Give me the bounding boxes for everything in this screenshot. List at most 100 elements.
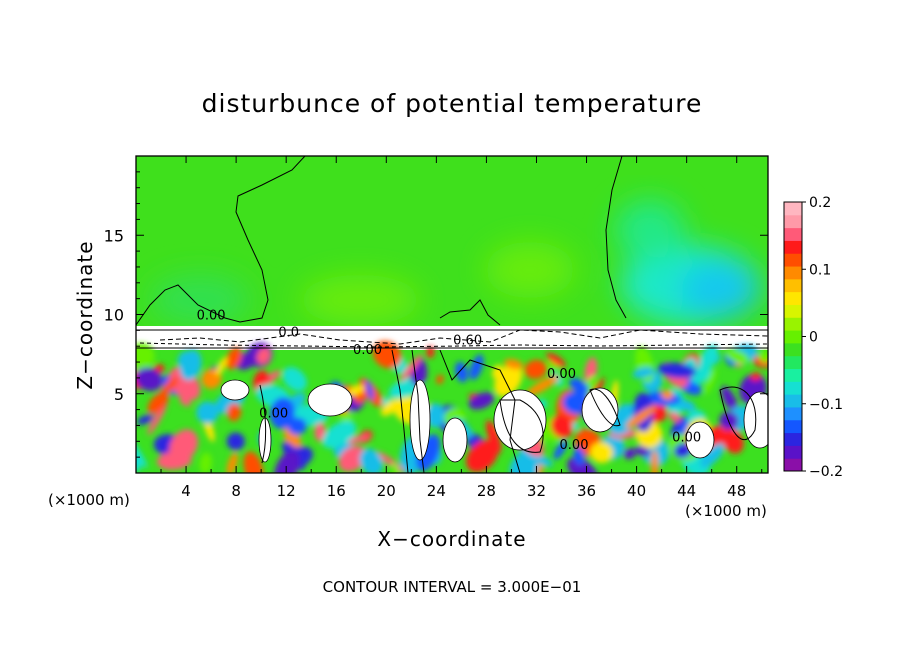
x-tick-label: 40 — [627, 482, 646, 500]
turbulence-blob — [466, 440, 499, 473]
turbulence-blob — [657, 362, 697, 379]
turbulence-blob — [468, 392, 495, 410]
colorbar-tick-label: −0.2 — [809, 464, 843, 480]
turbulence-blob — [469, 354, 484, 380]
white-core — [493, 389, 547, 451]
white-core — [685, 421, 715, 459]
x-tick-label: 16 — [327, 482, 346, 500]
x-axis-label: X−coordinate — [377, 527, 526, 551]
colorbar-segment — [784, 304, 802, 318]
turbulence-blob — [725, 349, 750, 364]
x-axis: 4 8 12 16 20 24 28 32 36 40 44 48 — [160, 156, 763, 500]
white-core — [307, 383, 353, 417]
colorbar-segment — [784, 253, 802, 267]
turbulence-blob — [632, 367, 655, 379]
turbulence-blob — [750, 372, 762, 381]
turbulence-blob — [504, 358, 524, 370]
colorbar-segment — [784, 214, 802, 229]
x-tick-label: 44 — [677, 482, 696, 500]
x-tick-label: 28 — [477, 482, 496, 500]
colorbar-segment — [784, 240, 802, 254]
colorbar-tick-label: 0 — [809, 330, 818, 346]
colorbar-segment — [784, 381, 802, 395]
turbulence-blob — [569, 378, 589, 395]
turbulence-blob — [177, 351, 201, 377]
turbulence-blob — [525, 375, 559, 397]
y-axis-label: Z−coordinate — [73, 240, 97, 389]
turbulence-blob — [721, 386, 739, 414]
turbulence-blob — [226, 432, 245, 451]
turbulence-blob — [196, 401, 219, 424]
turbulence-blob — [314, 422, 326, 442]
turbulence-blob — [136, 437, 148, 469]
x-tick-label: 12 — [277, 482, 296, 500]
turbulence-blob — [136, 414, 154, 425]
y-tick-label: 10 — [104, 306, 124, 325]
turbulence-blob — [550, 414, 573, 439]
turbulence-blob — [700, 443, 725, 468]
white-core — [409, 379, 431, 461]
plot-area: 0.00 0.0 0.00 0.60 0.00 0.00 0.00 0.00 — [136, 156, 768, 473]
contour-label: 0.00 — [259, 407, 288, 422]
turbulence-blob — [199, 452, 212, 473]
turbulence-blob — [156, 451, 192, 470]
colorbar-segment — [784, 227, 802, 241]
contour-label: 0.60 — [453, 334, 482, 349]
turbulence-blob — [380, 398, 402, 416]
white-core — [220, 379, 250, 401]
colorbar-tick-label: 0.2 — [809, 195, 831, 211]
turbulence-blob — [147, 402, 168, 436]
turbulence-blob — [567, 456, 598, 473]
turbulence-blob — [338, 445, 367, 472]
turbulence-blob — [485, 420, 502, 454]
colorbar-segment — [784, 317, 802, 331]
turbulence-blob — [704, 368, 717, 395]
contour-label: 0.00 — [353, 343, 382, 358]
x-tick-label: 8 — [231, 482, 241, 500]
turbulence-blob — [256, 347, 271, 365]
colorbar-segment — [784, 330, 802, 344]
turbulence-blob — [651, 449, 659, 473]
chart-title: disturbunce of potential temperature — [202, 89, 703, 118]
colorbar-tick-label: −0.1 — [809, 397, 843, 413]
turbulence-blob — [546, 353, 566, 368]
x-tick-label: 20 — [377, 482, 396, 500]
turbulence-blob — [227, 403, 242, 422]
contour-label: 0.00 — [560, 438, 589, 453]
colorbar-segment — [784, 394, 802, 408]
y-tick-label: 15 — [104, 226, 124, 245]
turbulence-blob — [425, 403, 445, 428]
y-axis: 5 10 15 — [104, 171, 768, 458]
colorbar-segment — [784, 266, 802, 280]
colorbar-segment — [784, 419, 802, 434]
contour-label: 0.00 — [672, 430, 701, 445]
colorbar-segment — [784, 355, 802, 370]
turbulence-blob — [365, 380, 374, 401]
x-tick-label: 36 — [577, 482, 596, 500]
colorbar-segment — [784, 458, 802, 472]
turbulence-blob — [436, 374, 444, 385]
turbulence-blob — [625, 405, 656, 429]
contour-lines — [136, 156, 768, 473]
turbulence-blob — [347, 434, 371, 444]
turbulence-blob — [677, 399, 696, 412]
turbulence-blob — [668, 412, 681, 422]
turbulence-blob — [269, 397, 295, 429]
turbulence-blob — [400, 354, 423, 382]
turbulence-blob — [147, 391, 169, 414]
turbulence-blob — [348, 385, 365, 396]
x-unit-right: (×1000 m) — [685, 502, 767, 520]
colorbar-segment — [784, 291, 802, 305]
x-tick-label: 24 — [427, 482, 446, 500]
turbulence-blob — [553, 440, 568, 460]
x-tick-label: 48 — [727, 482, 746, 500]
turbulence-blob — [524, 359, 547, 380]
turbulence-blob — [154, 364, 165, 373]
upper-field-variations — [150, 200, 760, 325]
turbulence-blob — [225, 347, 242, 370]
colorbar-segment — [784, 432, 802, 446]
turbulence-blob — [426, 346, 435, 359]
turbulence-blob — [136, 367, 163, 392]
turbulence-blob — [391, 463, 400, 473]
